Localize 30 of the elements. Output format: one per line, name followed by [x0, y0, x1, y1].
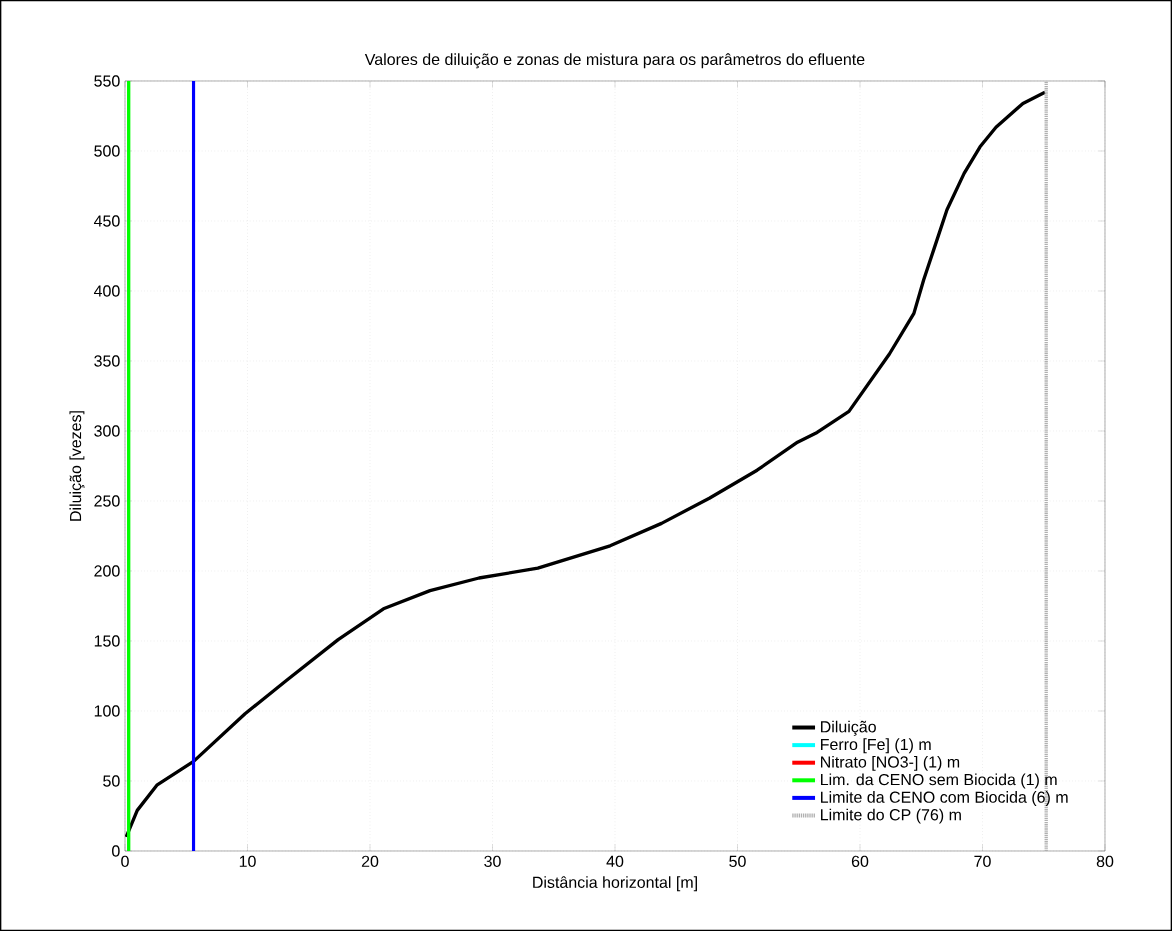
legend-label: Ferro [Fe] (1) m [821, 738, 931, 754]
y-tick-label: 250 [94, 495, 120, 507]
y-tick-label: 50 [103, 775, 120, 787]
x-tick-label: 0 [121, 855, 129, 868]
y-tick-label: 350 [94, 355, 120, 367]
y-tick-label: 400 [93, 285, 120, 297]
y-tick-label: 500 [94, 145, 120, 157]
legend-label: Limite do CP (76) m [821, 808, 961, 824]
y-tick-label: 550 [94, 75, 120, 87]
legend-label: Nitrato [NO3-] (1) m [821, 755, 960, 771]
legend-label: Lim. da CENO sem Biocida (1) m [821, 773, 1057, 789]
legend-label: Limite da CENO com Biocida (6) m [821, 791, 1068, 806]
x-tick-label: 50 [729, 855, 746, 868]
x-tick-label: 10 [239, 855, 256, 868]
x-tick-label: 80 [1096, 855, 1114, 868]
y-tick-label: 0 [112, 845, 120, 857]
y-tick-label: 200 [94, 565, 120, 577]
x-tick-label: 60 [851, 855, 869, 868]
x-tick-label: 40 [606, 855, 624, 868]
chart-title: Valores de diluição e zonas de mistura para os parâmetros do efluente [364, 53, 865, 69]
x-tick-label: 70 [974, 855, 991, 868]
x-axis-title: Distância horizontal [m] [533, 876, 697, 892]
y-axis-title: Diluição [vezes] [69, 411, 85, 521]
x-tick-label: 30 [484, 855, 501, 868]
y-tick-label: 450 [93, 215, 120, 227]
y-tick-label: 300 [94, 425, 120, 437]
legend-label: Diluição [821, 720, 876, 736]
y-tick-label: 100 [94, 705, 120, 717]
y-tick-label: 150 [94, 635, 120, 647]
x-tick-label: 20 [361, 855, 379, 868]
